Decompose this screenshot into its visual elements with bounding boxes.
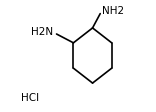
Text: NH2: NH2 (102, 6, 124, 16)
Text: HCl: HCl (21, 93, 39, 102)
Text: H2N: H2N (31, 27, 54, 37)
